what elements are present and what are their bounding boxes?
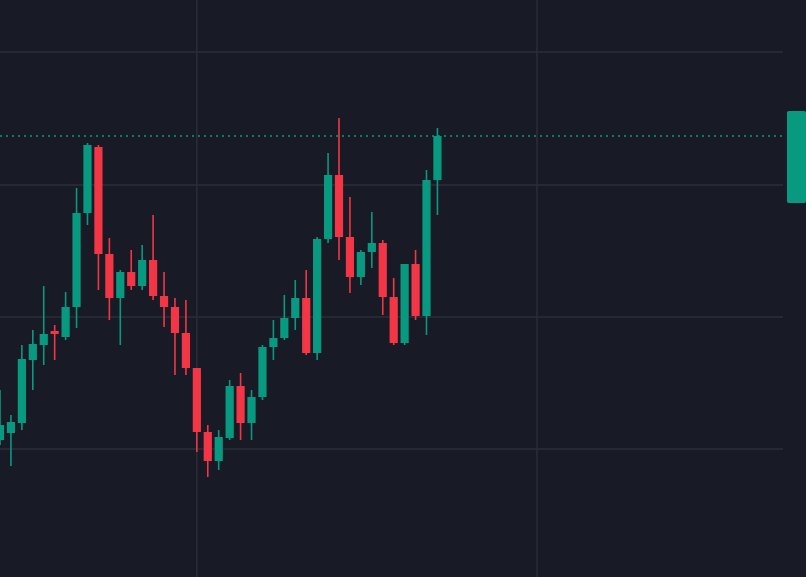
candle-body xyxy=(214,437,223,461)
candle-body xyxy=(367,243,376,252)
candle-body xyxy=(313,239,322,353)
candle-body xyxy=(323,175,333,239)
candle-body xyxy=(116,272,125,298)
candle-body xyxy=(345,237,355,277)
candle-body xyxy=(334,175,344,237)
candle-body xyxy=(39,334,48,345)
candle-body xyxy=(247,397,256,423)
candle-body xyxy=(83,145,92,213)
candle-body xyxy=(389,297,398,343)
candle-body xyxy=(258,347,267,397)
candle-body xyxy=(50,331,59,334)
candle-body xyxy=(291,298,300,318)
candle-body xyxy=(378,243,387,297)
candle-body xyxy=(28,344,37,360)
candle-body xyxy=(61,307,70,337)
candle-body xyxy=(269,338,278,347)
candle-body xyxy=(148,260,158,296)
candle-body xyxy=(203,432,212,461)
candle-body xyxy=(280,318,289,338)
candle-body xyxy=(192,368,201,432)
candle-body xyxy=(170,307,180,333)
candle-body xyxy=(356,252,365,277)
candle-body xyxy=(181,333,191,368)
candle-body xyxy=(105,254,114,298)
candle-body xyxy=(138,260,147,286)
candle-body xyxy=(6,422,16,433)
candle-body xyxy=(0,425,5,440)
candle-body xyxy=(433,136,442,180)
candle-body xyxy=(302,298,311,353)
candle-body xyxy=(411,264,420,316)
candle-body xyxy=(225,386,234,438)
candle-body xyxy=(72,213,81,307)
last-price-marker xyxy=(787,111,806,203)
candle-body xyxy=(94,147,103,254)
candle-body xyxy=(422,180,431,316)
candle-body xyxy=(400,264,409,343)
candle-body xyxy=(236,386,245,423)
candle-body xyxy=(17,359,26,423)
candle-body xyxy=(127,272,136,286)
candle-body xyxy=(159,296,169,307)
